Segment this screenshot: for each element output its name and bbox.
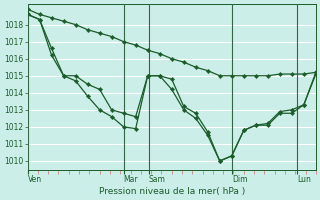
X-axis label: Pression niveau de la mer( hPa ): Pression niveau de la mer( hPa ) — [99, 187, 245, 196]
